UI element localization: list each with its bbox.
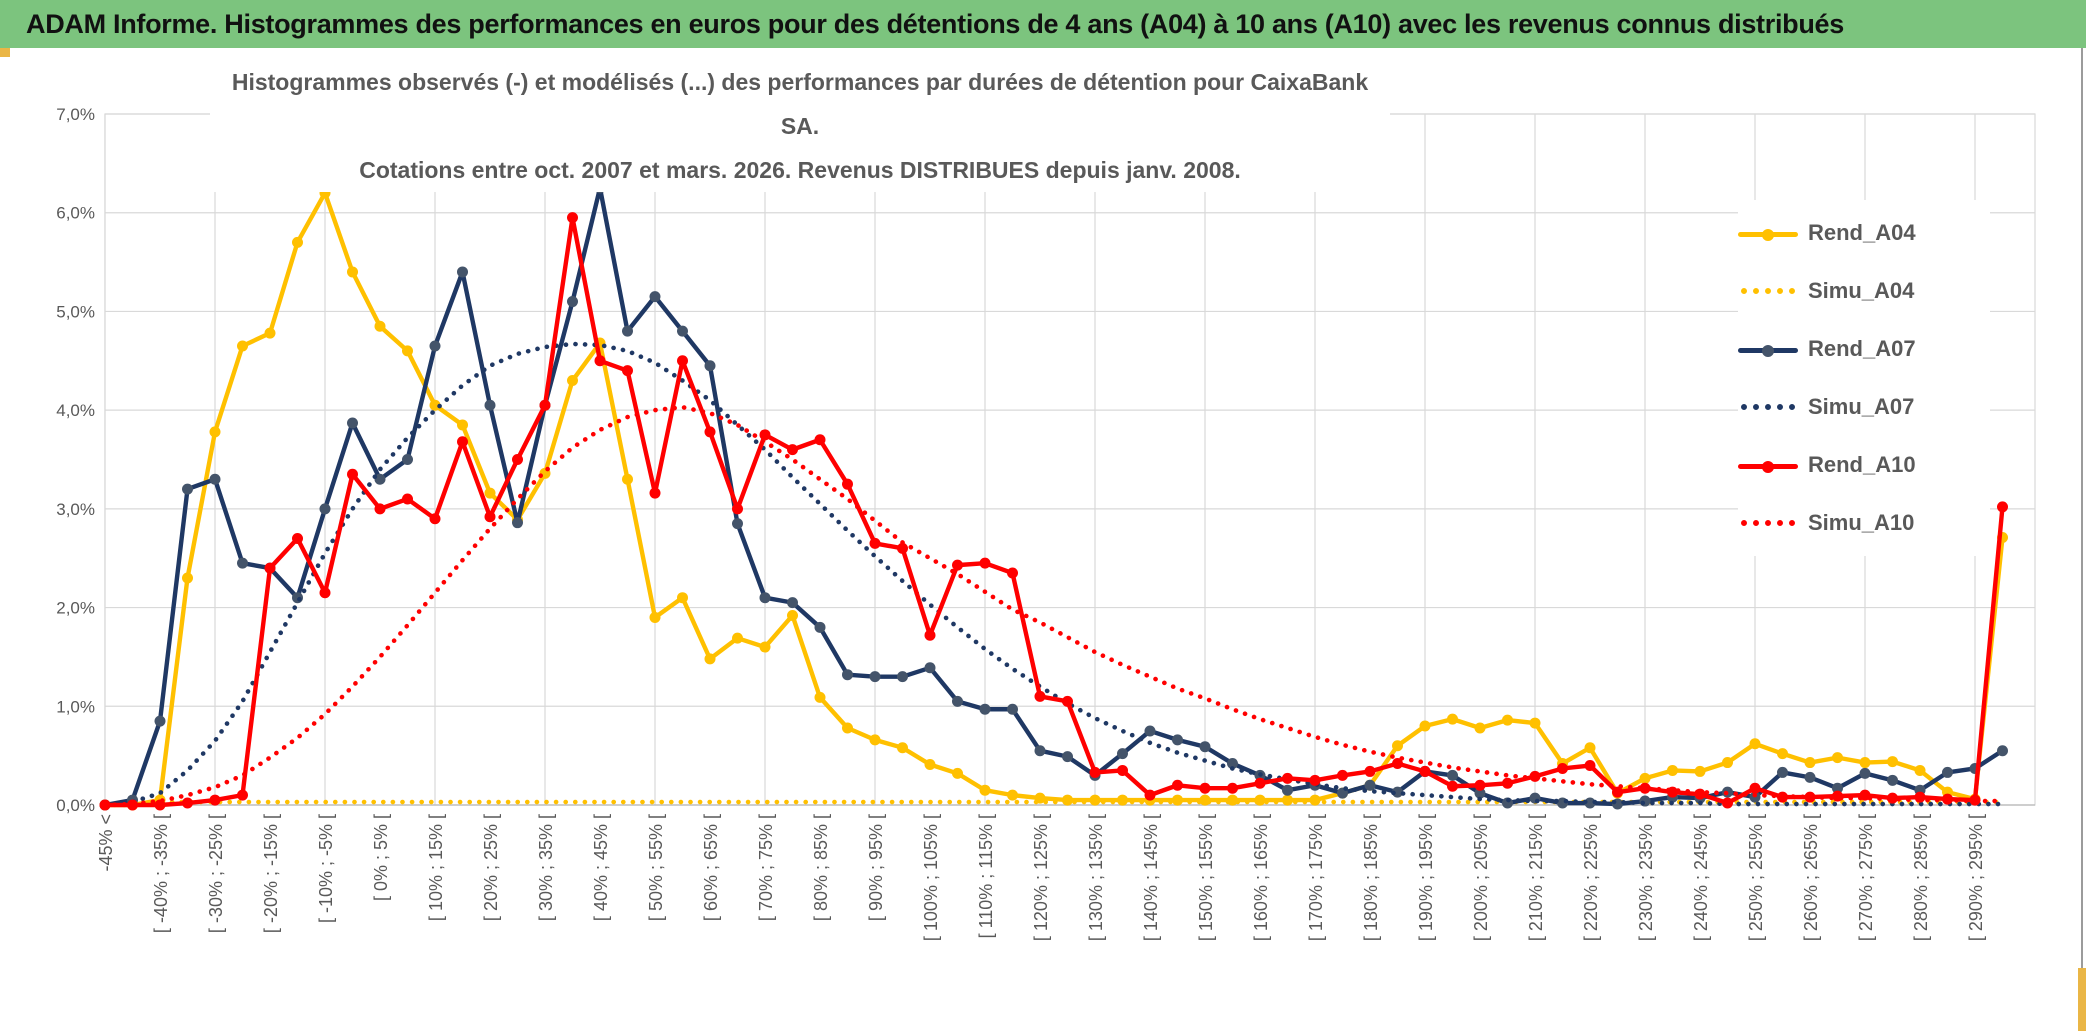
legend-swatch-solid-gold-icon — [1738, 229, 1798, 241]
series-markers-rend_a07 — [99, 182, 2008, 811]
series-rend_a04[interactable] — [99, 187, 2009, 811]
window-border-right — [2081, 48, 2083, 1031]
legend-item-simu-a10[interactable]: Simu_A10 — [1738, 494, 1990, 552]
x-axis-tick-label: [ 190% ; 195% [ — [1416, 814, 1436, 941]
x-axis-tick-label: [ -30% ; -25% [ — [206, 814, 226, 933]
legend-swatch-solid-red-icon — [1738, 461, 1798, 473]
x-axis-tick-label: [ 160% ; 165% [ — [1251, 814, 1271, 941]
legend-label: Rend_A07 — [1808, 336, 1916, 361]
x-axis-tick-label: [ 240% ; 245% [ — [1691, 814, 1711, 941]
series-rend_a10[interactable] — [99, 212, 2009, 811]
window-title: ADAM Informe. Histogrammes des performan… — [26, 8, 1844, 39]
legend-item-rend-a10[interactable]: Rend_A10 — [1738, 436, 1990, 494]
series-line-simu_a10[interactable] — [102, 404, 2005, 808]
series-simu_a10[interactable] — [102, 404, 2005, 808]
legend-item-simu-a07[interactable]: Simu_A07 — [1738, 378, 1990, 436]
x-axis-tick-label: -45% < — [96, 814, 116, 872]
y-axis-tick-label: 3,0% — [56, 500, 95, 519]
x-axis-tick-label: [ 40% ; 45% [ — [591, 814, 611, 921]
series-simu_a07[interactable] — [102, 341, 2005, 808]
legend-label: Simu_A07 — [1808, 394, 1915, 419]
x-axis-tick-label: [ 90% ; 95% [ — [866, 814, 886, 921]
x-axis-tick-label: [ 100% ; 105% [ — [921, 814, 941, 941]
x-axis-tick-label: [ 250% ; 255% [ — [1746, 814, 1766, 941]
x-axis-tick-label: [ 110% ; 115% [ — [976, 814, 996, 938]
chart-title-line2: Cotations entre oct. 2007 et mars. 2026.… — [359, 157, 1241, 183]
x-axis-tick-label: [ -40% ; -35% [ — [151, 814, 171, 933]
chart-title: Histogrammes observés (-) et modélisés (… — [210, 60, 1390, 192]
x-axis-tick-label: [ 290% ; 295% [ — [1966, 814, 1986, 941]
x-axis-tick-label: [ 170% ; 175% [ — [1306, 814, 1326, 941]
x-axis-tick-label: [ 0% ; 5% [ — [371, 814, 391, 901]
legend-swatch-dotted-navy-icon — [1738, 403, 1798, 411]
series-rend_a07[interactable] — [99, 182, 2009, 811]
x-axis-tick-label: [ 220% ; 225% [ — [1581, 814, 1601, 941]
y-axis-tick-label: 4,0% — [56, 401, 95, 420]
x-axis-tick-label: [ 70% ; 75% [ — [756, 814, 776, 921]
series-simu_a04[interactable] — [102, 799, 2005, 808]
series-line-rend_a04[interactable] — [102, 190, 2005, 808]
legend-item-rend-a04[interactable]: Rend_A04 — [1738, 204, 1990, 262]
legend-swatch-dotted-gold-icon — [1738, 287, 1798, 295]
series-line-rend_a07[interactable] — [102, 185, 2005, 808]
series-line-simu_a04[interactable] — [102, 799, 2005, 808]
legend-item-simu-a04[interactable]: Simu_A04 — [1738, 262, 1990, 320]
x-axis-labels: -45% < [ -40% ; -35% [ [ -30% ; -25% [ [ -2… — [96, 814, 1986, 941]
series-line-simu_a07[interactable] — [102, 341, 2005, 808]
x-axis-tick-label: [ 280% ; 285% [ — [1911, 814, 1931, 941]
chart-legend: Rend_A04 Simu_A04 Rend_A07 Simu_A07 Rend… — [1738, 200, 1990, 556]
series-markers-rend_a10 — [99, 212, 2008, 811]
x-axis-tick-label: [ 180% ; 185% [ — [1361, 814, 1381, 941]
legend-label: Rend_A04 — [1808, 220, 1916, 245]
window-accent-top-left — [0, 48, 10, 57]
legend-label: Simu_A04 — [1808, 278, 1915, 303]
y-axis-tick-label: 2,0% — [56, 599, 95, 618]
y-axis-tick-label: 1,0% — [56, 697, 95, 716]
y-axis-tick-label: 5,0% — [56, 302, 95, 321]
chart-card: 0,0% 1,0% 2,0% 3,0% 4,0% 5,0% 6,0% 7,0% -45% < [ … — [0, 48, 2086, 1031]
chart-title-line1: Histogrammes observés (-) et modélisés (… — [231, 69, 1369, 139]
x-axis-tick-label: [ 150% ; 155% [ — [1196, 814, 1216, 941]
x-axis-tick-label: [ 30% ; 35% [ — [536, 814, 556, 921]
x-axis-tick-label: [ 20% ; 25% [ — [481, 814, 501, 921]
x-axis-tick-label: [ 270% ; 275% [ — [1856, 814, 1876, 941]
x-axis-tick-label: [ 130% ; 135% [ — [1086, 814, 1106, 941]
x-axis-tick-label: [ 260% ; 265% [ — [1801, 814, 1821, 941]
x-axis-tick-label: [ 200% ; 205% [ — [1471, 814, 1491, 941]
legend-label: Simu_A10 — [1808, 510, 1915, 535]
y-axis-tick-label: 0,0% — [56, 796, 95, 815]
x-axis-tick-label: [ -20% ; -15% [ — [261, 814, 281, 933]
x-axis-tick-label: [ 50% ; 55% [ — [646, 814, 666, 921]
x-axis-tick-label: [ 120% ; 125% [ — [1031, 814, 1051, 941]
x-axis-tick-label: [ 230% ; 235% [ — [1636, 814, 1656, 941]
x-axis-tick-label: [ 60% ; 65% [ — [701, 814, 721, 921]
x-axis-tick-label: [ 140% ; 145% [ — [1141, 814, 1161, 941]
legend-item-rend-a07[interactable]: Rend_A07 — [1738, 320, 1990, 378]
y-axis-tick-label: 6,0% — [56, 204, 95, 223]
y-axis-labels: 0,0% 1,0% 2,0% 3,0% 4,0% 5,0% 6,0% 7,0% — [56, 105, 95, 815]
x-axis-tick-label: [ 80% ; 85% [ — [811, 814, 831, 921]
window-accent-bottom-right — [2078, 968, 2086, 1031]
window-titlebar: ADAM Informe. Histogrammes des performan… — [0, 0, 2086, 48]
x-axis-tick-label: [ -10% ; -5% [ — [316, 814, 336, 923]
series-markers-rend_a04 — [99, 187, 2008, 811]
chart-canvas: 0,0% 1,0% 2,0% 3,0% 4,0% 5,0% 6,0% 7,0% -45% < [ … — [56, 105, 2036, 941]
x-axis-tick-label: [ 10% ; 15% [ — [426, 814, 446, 921]
legend-swatch-dotted-red-icon — [1738, 519, 1798, 527]
x-axis-tick-label: [ 210% ; 215% [ — [1526, 814, 1546, 941]
legend-label: Rend_A10 — [1808, 452, 1916, 477]
legend-swatch-solid-navy-icon — [1738, 345, 1798, 357]
y-axis-tick-label: 7,0% — [56, 105, 95, 124]
series-line-rend_a10[interactable] — [102, 215, 2005, 808]
